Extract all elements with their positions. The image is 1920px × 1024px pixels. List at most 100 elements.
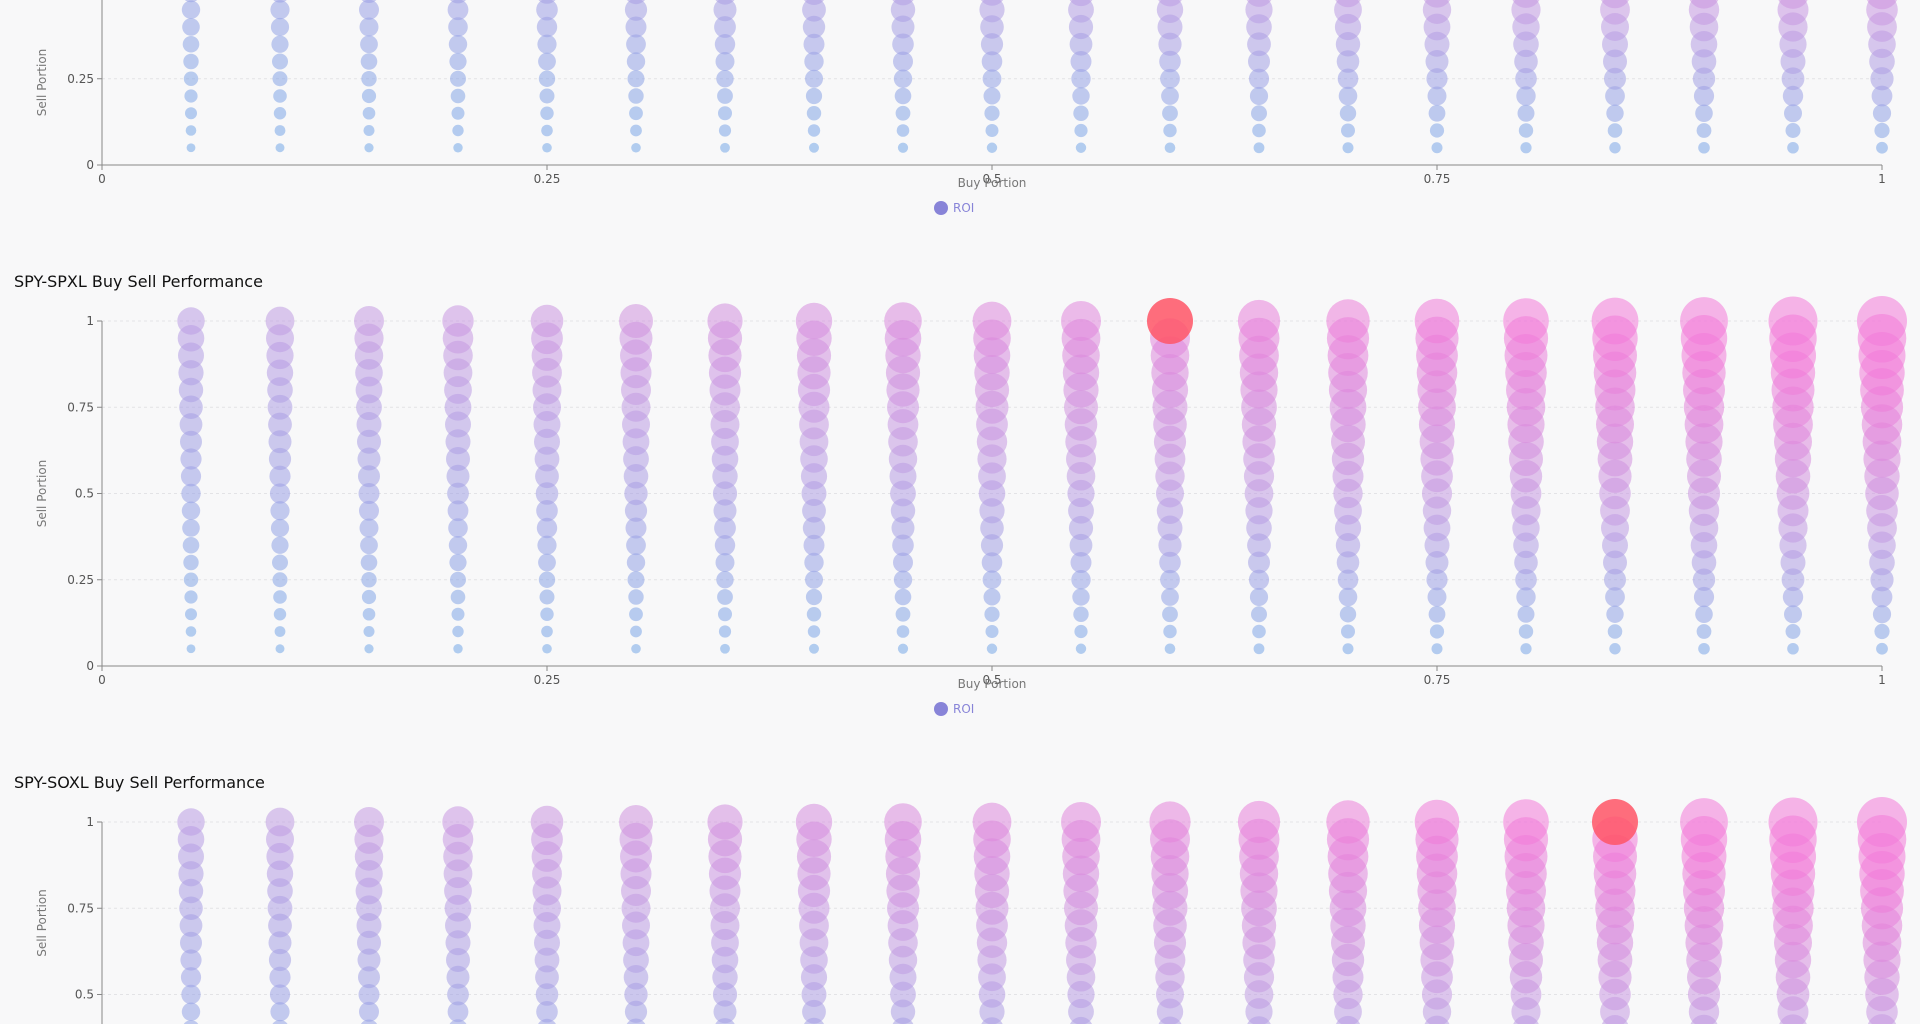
roi-bubble[interactable] [1609, 643, 1621, 655]
roi-bubble[interactable] [1607, 123, 1623, 138]
roi-bubble[interactable] [1069, 32, 1093, 56]
roi-bubble[interactable] [447, 0, 469, 21]
roi-bubble[interactable] [619, 805, 653, 839]
roi-bubble[interactable] [1149, 801, 1191, 843]
roi-bubble[interactable] [628, 589, 644, 605]
roi-bubble[interactable] [892, 534, 914, 557]
roi-bubble[interactable] [718, 625, 732, 638]
roi-bubble[interactable] [268, 412, 292, 437]
roi-bubble[interactable] [361, 71, 377, 87]
roi-bubble[interactable] [894, 87, 912, 105]
roi-bubble[interactable] [269, 465, 291, 487]
roi-bubble[interactable] [1414, 298, 1460, 344]
roi-bubble[interactable] [713, 499, 737, 523]
roi-bubble[interactable] [1237, 299, 1281, 343]
roi-bubble[interactable] [357, 429, 381, 454]
roi-bubble[interactable] [982, 69, 1002, 89]
roi-bubble[interactable] [359, 0, 379, 20]
roi-bubble[interactable] [452, 625, 464, 638]
roi-bubble[interactable] [1777, 0, 1810, 9]
roi-bubble[interactable] [177, 808, 205, 836]
roi-bubble[interactable] [182, 519, 200, 537]
roi-bubble[interactable] [364, 644, 374, 654]
roi-bubble[interactable] [979, 0, 1006, 6]
roi-bubble[interactable] [265, 306, 295, 336]
roi-bubble[interactable] [181, 0, 201, 19]
roi-bubble[interactable] [185, 107, 197, 120]
roi-bubble[interactable] [720, 142, 730, 153]
roi-bubble[interactable] [802, 0, 827, 5]
roi-bubble[interactable] [985, 625, 999, 638]
roi-bubble[interactable] [624, 982, 648, 1007]
roi-bubble[interactable] [450, 70, 466, 87]
roi-bubble[interactable] [1072, 588, 1090, 606]
roi-bubble[interactable] [1075, 142, 1087, 153]
roi-bubble[interactable] [446, 464, 470, 488]
roi-bubble[interactable] [619, 304, 653, 338]
roi-bubble[interactable] [718, 124, 732, 137]
roi-bubble[interactable] [1156, 0, 1184, 7]
roi-bubble[interactable] [272, 572, 288, 588]
roi-bubble[interactable] [1251, 105, 1267, 122]
roi-bubble[interactable] [1768, 797, 1818, 847]
roi-bubble[interactable] [270, 17, 290, 37]
roi-bubble[interactable] [447, 482, 469, 505]
roi-bubble[interactable] [1865, 0, 1899, 10]
roi-bubble[interactable] [1159, 50, 1181, 73]
roi-bubble[interactable] [182, 35, 200, 53]
roi-bubble[interactable] [1874, 623, 1890, 640]
roi-bubble[interactable] [1693, 586, 1715, 608]
legend[interactable]: ROI [934, 201, 974, 215]
roi-bubble[interactable] [1339, 606, 1357, 623]
roi-bubble[interactable] [626, 553, 646, 572]
roi-bubble[interactable] [180, 448, 202, 470]
roi-bubble[interactable] [1158, 32, 1182, 56]
roi-bubble[interactable] [896, 625, 910, 638]
roi-bubble[interactable] [1245, 0, 1274, 7]
roi-bubble[interactable] [720, 643, 730, 654]
roi-bubble[interactable] [795, 302, 833, 340]
roi-bubble[interactable] [1517, 104, 1535, 122]
roi-bubble[interactable] [271, 1019, 289, 1024]
roi-bubble[interactable] [1162, 105, 1178, 122]
roi-bubble[interactable] [450, 589, 466, 605]
roi-bubble[interactable] [360, 35, 378, 54]
roi-bubble[interactable] [713, 0, 737, 5]
roi-bubble[interactable] [183, 53, 199, 70]
roi-bubble[interactable] [1515, 67, 1537, 90]
roi-bubble[interactable] [893, 69, 913, 88]
roi-bubble[interactable] [180, 430, 202, 453]
roi-bubble[interactable] [359, 1001, 379, 1022]
roi-bubble[interactable] [177, 307, 205, 335]
roi-bubble[interactable] [540, 607, 554, 621]
roi-bubble[interactable] [1782, 85, 1804, 107]
roi-bubble[interactable] [536, 0, 558, 21]
roi-bubble[interactable] [448, 536, 468, 555]
roi-bubble[interactable] [1515, 568, 1537, 591]
roi-bubble[interactable] [1337, 68, 1359, 90]
roi-bubble[interactable] [182, 18, 200, 36]
roi-bubble[interactable] [1163, 624, 1177, 639]
roi-bubble[interactable] [1253, 142, 1265, 154]
roi-bubble[interactable] [982, 570, 1002, 590]
roi-bubble[interactable] [539, 589, 555, 605]
roi-bubble[interactable] [537, 34, 557, 54]
roi-bubble[interactable] [272, 554, 288, 571]
roi-bubble[interactable] [358, 984, 380, 1005]
roi-bubble[interactable] [446, 965, 470, 989]
roi-bubble[interactable] [269, 966, 291, 988]
roi-bubble[interactable] [1074, 123, 1088, 138]
roi-bubble[interactable] [364, 143, 374, 153]
roi-bubble[interactable] [1070, 552, 1092, 573]
roi-bubble[interactable] [360, 53, 378, 70]
roi-bubble[interactable] [270, 0, 290, 3]
roi-bubble[interactable] [895, 606, 911, 622]
roi-bubble[interactable] [186, 143, 196, 153]
roi-bubble[interactable] [185, 125, 197, 136]
roi-bubble[interactable] [538, 52, 556, 71]
roi-bubble[interactable] [1431, 142, 1443, 154]
roi-bubble[interactable] [805, 69, 823, 88]
roi-bubble[interactable] [1876, 642, 1888, 655]
roi-bubble[interactable] [265, 807, 295, 837]
roi-bubble[interactable] [802, 15, 826, 39]
